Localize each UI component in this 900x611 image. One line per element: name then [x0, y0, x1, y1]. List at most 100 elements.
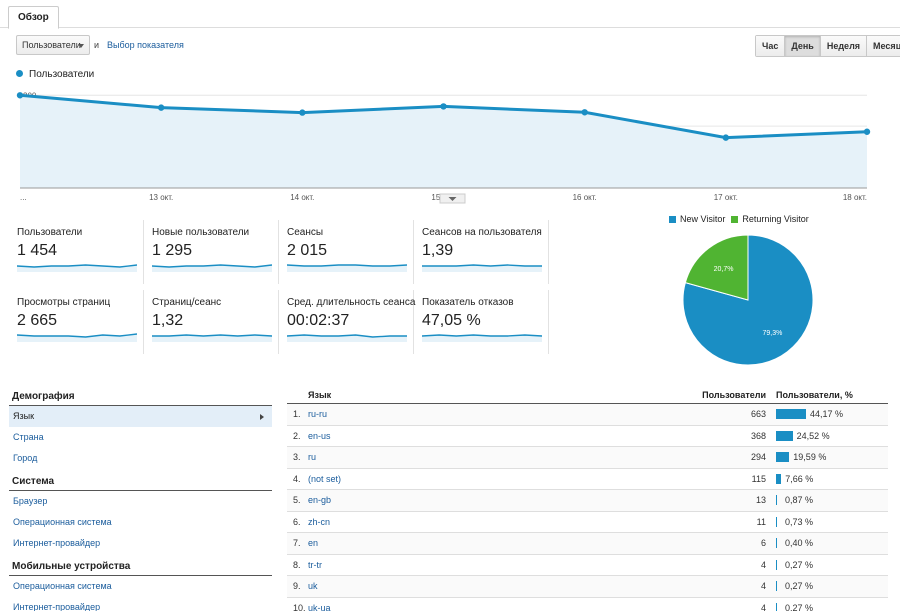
row-language-link[interactable]: en [308, 538, 319, 548]
metric-select[interactable]: Пользователи [16, 35, 90, 55]
table-row: 7. en 6 0,40 % [287, 533, 888, 555]
chevron-down-icon [448, 197, 457, 201]
nav-item-label: Интернет-провайдер [13, 538, 101, 548]
scorecard[interactable]: Сред. длительность сеанса 00:02:37 [280, 290, 416, 354]
x-tick-label: ... [20, 193, 27, 202]
period-month-button[interactable]: Месяц [866, 36, 900, 56]
scorecard-value: 1 454 [17, 242, 58, 259]
pie-slice-label: 79,3% [762, 330, 782, 337]
scorecard-label: Новые пользователи [152, 227, 250, 238]
row-language-link[interactable]: en-us [308, 430, 331, 441]
chevron-right-icon [260, 414, 264, 420]
scorecard-label: Сред. длительность сеанса [287, 297, 416, 308]
scorecard[interactable]: Просмотры страниц 2 665 [10, 290, 144, 354]
row-users-pct: 0,27 % [785, 602, 814, 611]
nav-item[interactable]: Язык [9, 406, 272, 427]
data-point[interactable] [581, 109, 588, 116]
nav-item[interactable]: Операционная система [9, 576, 272, 597]
pie-legend-new-label: New Visitor [680, 214, 726, 224]
nav-item[interactable]: Операционная система [9, 512, 272, 533]
table-row: 1. ru-ru 663 44,17 % [287, 404, 888, 426]
scorecard[interactable]: Пользователи 1 454 [10, 220, 144, 284]
row-language-link[interactable]: ru [308, 452, 317, 462]
row-share-bar [776, 516, 778, 527]
nav-item-label: Операционная система [13, 517, 112, 527]
scorecard-value: 1,32 [152, 312, 184, 329]
col-language[interactable]: Язык [308, 390, 332, 400]
legend-swatch-icon [731, 216, 739, 223]
period-week-button[interactable]: Неделя [819, 36, 867, 56]
scorecard-sparkline [152, 264, 272, 272]
nav-item[interactable]: Страна [9, 427, 272, 448]
scorecard[interactable]: Сеансов на пользователя 1,39 [415, 220, 549, 284]
x-tick-label: 14 окт. [290, 193, 314, 202]
pie-legend-returning-label: Returning Visitor [742, 214, 809, 224]
data-point[interactable] [863, 128, 871, 135]
pie-legend-new[interactable]: New Visitor [669, 214, 725, 224]
col-users[interactable]: Пользователи [702, 390, 766, 400]
scorecard[interactable]: Показатель отказов 47,05 % [415, 290, 549, 354]
col-users-pct[interactable]: Пользователи, % [776, 390, 853, 400]
nav-item[interactable]: Город [9, 448, 272, 469]
data-point[interactable] [440, 103, 447, 110]
and-label: и [94, 40, 100, 50]
report-nav: Демография Язык Страна Город Система Браузер О… [9, 384, 272, 611]
row-users: 4 [760, 581, 766, 591]
pie-legend: New Visitor Returning Visitor [669, 214, 809, 224]
legend-series-name: Пользователи [29, 69, 95, 80]
nav-item-label: Операционная система [13, 581, 112, 591]
row-language-link[interactable]: uk-ua [308, 602, 331, 611]
scorecard-label: Пользователи [17, 227, 83, 238]
scorecard-label: Просмотры страниц [17, 297, 111, 308]
row-language-link[interactable]: zh-cn [308, 516, 331, 527]
pie-slice[interactable] [684, 234, 749, 301]
data-point[interactable] [16, 92, 24, 99]
nav-item[interactable]: Интернет-провайдер [9, 533, 272, 554]
row-language-link[interactable]: tr-tr [308, 559, 322, 570]
scorecard-sparkline [287, 264, 407, 272]
nav-item[interactable]: Интернет-провайдер [9, 597, 272, 611]
scorecards: Пользователи 1 454 Новые пользователи 1 295… [10, 220, 555, 360]
row-language-link[interactable]: ru-ru [308, 409, 328, 419]
data-point[interactable] [299, 109, 306, 116]
visitor-pie-chart[interactable]: 79,3% 20,7% [680, 232, 816, 368]
nav-item[interactable]: Браузер [9, 491, 272, 512]
period-day-button[interactable]: День [784, 36, 820, 56]
table-body: 1. ru-ru 663 44,17 % 2. en-us 368 24,52 % 3. ru 29… [287, 404, 888, 611]
table-row: 9. uk 4 0,27 % [287, 576, 888, 598]
nav-item-label: Город [13, 453, 38, 463]
tab-overview[interactable]: Обзор [8, 6, 59, 29]
table-header: Язык Пользователи Пользователи, % [287, 388, 888, 404]
row-users: 13 [755, 495, 766, 505]
data-point[interactable] [722, 134, 730, 141]
scorecard-sparkline [152, 334, 272, 342]
row-language-link[interactable]: en-gb [308, 495, 332, 505]
scorecard[interactable]: Сеансы 2 015 [280, 220, 414, 284]
row-index: 3. [293, 452, 301, 462]
nav-section-title: Демография [9, 384, 272, 406]
chart-legend: Пользователи [16, 69, 94, 80]
scorecard-label: Сеансов на пользователя [422, 227, 542, 238]
nav-item-label: Браузер [13, 496, 48, 506]
table-row: 10. uk-ua 4 0,27 % [287, 598, 888, 611]
row-users-pct: 44,17 % [810, 409, 844, 419]
row-users: 294 [750, 452, 766, 462]
select-metric-link[interactable]: Выбор показателя [107, 40, 184, 50]
row-users-pct: 0,27 % [785, 559, 814, 570]
row-users: 663 [750, 409, 766, 419]
period-selector: Час День Неделя Месяц [755, 35, 900, 57]
users-line-chart[interactable]: 300200100...13 окт.14 окт.15 окт.16 окт.… [0, 80, 900, 210]
row-index: 7. [293, 538, 301, 548]
scorecard-value: 2 015 [287, 242, 328, 259]
row-index: 4. [293, 473, 301, 484]
row-users: 115 [751, 473, 766, 484]
row-users-pct: 0,40 % [785, 538, 814, 548]
pie-legend-returning[interactable]: Returning Visitor [731, 214, 809, 224]
scorecard[interactable]: Новые пользователи 1 295 [145, 220, 279, 284]
period-hour-button[interactable]: Час [756, 36, 785, 56]
row-language-link[interactable]: (not set) [308, 473, 342, 484]
data-point[interactable] [157, 104, 165, 111]
row-language-link[interactable]: uk [308, 581, 318, 591]
scorecard[interactable]: Страниц/сеанс 1,32 [145, 290, 279, 354]
metric-select-label: Пользователи [22, 40, 81, 50]
